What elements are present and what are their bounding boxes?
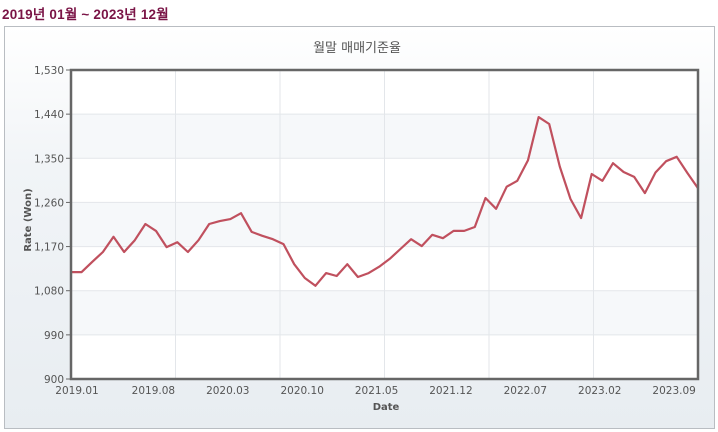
y-tick-label: 900: [44, 374, 64, 386]
y-tick-label: 1,170: [34, 242, 64, 254]
x-tick-label: 2023.09: [652, 385, 695, 397]
chart-title: 월말 매매기준율: [313, 41, 401, 56]
y-tick-label: 990: [44, 330, 64, 342]
chart-container: 월말 매매기준율 900 990 1,080 1,170 1,260 1,350 1,440…: [4, 26, 715, 429]
x-axis-ticks: 2019.01 2019.08 2020.03 2020.10 2021.05 2021.…: [55, 385, 696, 397]
y-tick-label: 1,080: [34, 286, 64, 298]
y-tick-label: 1,350: [34, 153, 64, 165]
y-tick-label: 1,260: [34, 197, 64, 209]
x-tick-label: 2021.12: [429, 385, 472, 397]
rate-line-series[interactable]: [71, 116, 699, 287]
x-tick-label: 2021.05: [355, 385, 398, 397]
x-tick-label: 2020.03: [206, 385, 249, 397]
y-axis-label: Rate (Won): [23, 188, 34, 251]
x-axis-label: Date: [373, 402, 400, 413]
x-tick-label: 2020.10: [280, 385, 323, 397]
plot-area-border: [69, 68, 700, 381]
y-axis-ticks: 900 990 1,080 1,170 1,260 1,350 1,440 1,530: [34, 65, 64, 386]
x-tick-label: 2019.08: [132, 385, 175, 397]
x-tick-label: 2023.02: [578, 385, 621, 397]
line-chart: 월말 매매기준율 900 990 1,080 1,170 1,260 1,350 1,440…: [23, 41, 700, 413]
y-tick-label: 1,440: [34, 109, 64, 121]
y-tick-label: 1,530: [34, 65, 64, 77]
x-tick-label: 2022.07: [504, 385, 547, 397]
x-tick-label: 2019.01: [55, 385, 98, 397]
period-range-label: 2019년 01월 ~ 2023년 12월: [2, 7, 169, 22]
